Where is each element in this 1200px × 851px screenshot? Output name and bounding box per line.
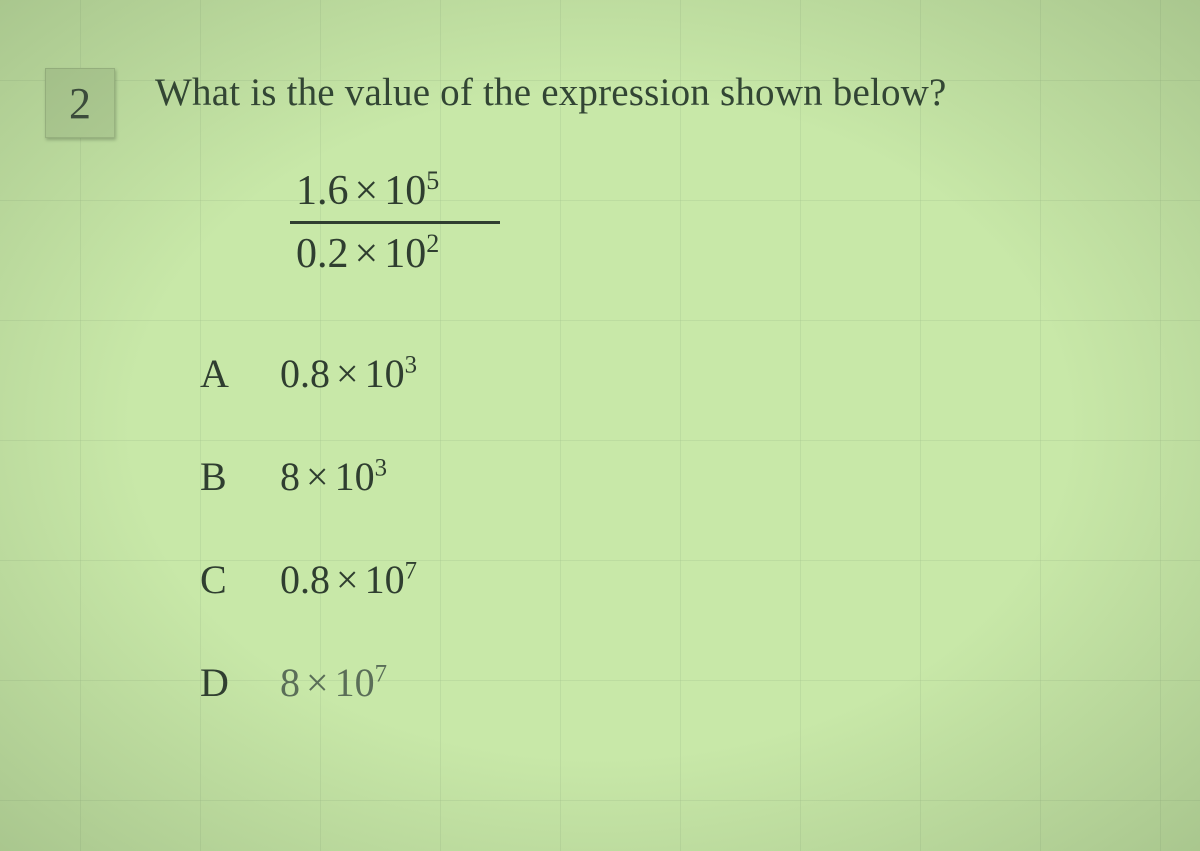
option-letter: D <box>200 659 280 706</box>
option-d[interactable]: D 8×107 <box>200 659 417 706</box>
question-number-box: 2 <box>45 68 115 138</box>
times-symbol: × <box>349 231 385 277</box>
question-number: 2 <box>69 78 91 129</box>
denominator-exponent: 2 <box>426 229 439 258</box>
numerator-coef: 1.6 <box>296 168 349 214</box>
option-coef: 8 <box>280 660 300 705</box>
times-symbol: × <box>349 168 385 214</box>
option-exp: 7 <box>405 558 417 585</box>
option-value: 8×103 <box>280 453 387 500</box>
option-coef: 0.8 <box>280 557 330 602</box>
option-exp: 3 <box>405 352 417 379</box>
option-coef: 0.8 <box>280 351 330 396</box>
times-symbol: × <box>330 351 365 396</box>
option-c[interactable]: C 0.8×107 <box>200 556 417 603</box>
option-letter: B <box>200 453 280 500</box>
numerator-base: 10 <box>384 168 426 214</box>
numerator-exponent: 5 <box>426 166 439 195</box>
option-value: 8×107 <box>280 659 387 706</box>
denominator-coef: 0.2 <box>296 231 349 277</box>
option-value: 0.8×107 <box>280 556 417 603</box>
option-b[interactable]: B 8×103 <box>200 453 417 500</box>
question-text: What is the value of the expression show… <box>155 70 947 115</box>
times-symbol: × <box>300 454 335 499</box>
option-base: 10 <box>365 557 405 602</box>
option-exp: 7 <box>375 661 387 688</box>
times-symbol: × <box>330 557 365 602</box>
option-base: 10 <box>365 351 405 396</box>
option-value: 0.8×103 <box>280 350 417 397</box>
option-letter: C <box>200 556 280 603</box>
option-a[interactable]: A 0.8×103 <box>200 350 417 397</box>
option-coef: 8 <box>280 454 300 499</box>
option-base: 10 <box>335 660 375 705</box>
answer-options: A 0.8×103 B 8×103 C 0.8×107 D 8×107 <box>200 350 417 762</box>
expression-fraction: 1.6×105 0.2×102 <box>290 165 500 280</box>
option-base: 10 <box>335 454 375 499</box>
fraction-bar <box>290 221 500 224</box>
denominator-base: 10 <box>384 231 426 277</box>
vignette-overlay <box>0 0 1200 851</box>
fraction-denominator: 0.2×102 <box>290 228 445 280</box>
times-symbol: × <box>300 660 335 705</box>
option-letter: A <box>200 350 280 397</box>
option-exp: 3 <box>375 455 387 482</box>
fraction-numerator: 1.6×105 <box>290 165 445 217</box>
